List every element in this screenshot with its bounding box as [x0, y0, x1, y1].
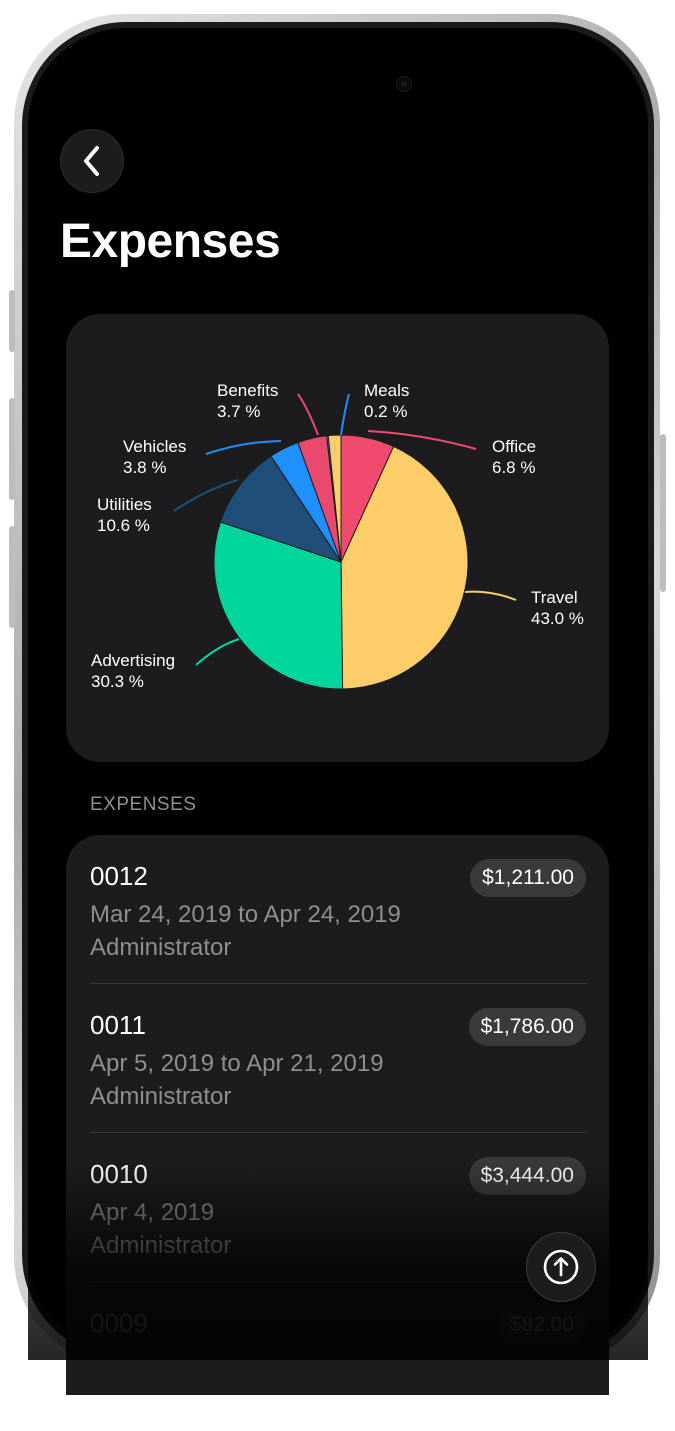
expense-id: 0011 — [90, 1010, 146, 1040]
slice-label-meals: Meals — [364, 381, 409, 400]
pie-slice-advertising — [213, 521, 344, 690]
slice-value-utilities: 10.6 % — [97, 516, 150, 535]
expense-dates: Mar 24, 2019 to Apr 24, 2019 — [90, 901, 401, 928]
leader-line-meals — [340, 393, 350, 436]
pie-slice-remainder — [327, 434, 342, 563]
amount-badge: $82.00 — [497, 1306, 586, 1344]
pie-slice-travel — [340, 445, 469, 690]
amount-badge: $1,786.00 — [468, 1008, 586, 1046]
slice-value-benefits: 3.7 % — [217, 402, 260, 421]
slice-label-advertising: Advertising — [91, 651, 175, 670]
slice-label-benefits: Benefits — [217, 381, 278, 400]
amount-badge: $3,444.00 — [468, 1157, 586, 1195]
slice-label-travel: Travel — [531, 588, 578, 607]
slice-label-utilities: Utilities — [97, 495, 152, 514]
power-button — [660, 434, 666, 592]
slice-value-advertising: 30.3 % — [91, 672, 144, 691]
leader-line-advertising — [195, 638, 240, 666]
slice-value-vehicles: 3.8 % — [123, 458, 166, 477]
volume-up-button — [9, 398, 15, 500]
expense-dates: Apr 5, 2019 to Apr 21, 2019 — [90, 1050, 384, 1077]
slice-label-vehicles: Vehicles — [123, 437, 186, 456]
action-button — [9, 290, 15, 352]
leader-line-office — [367, 430, 477, 450]
leader-line-travel — [464, 590, 517, 601]
expenses-list: 0012 Mar 24, 2019 to Apr 24, 2019 Admini… — [66, 835, 609, 1395]
arrow-up-circle-icon — [543, 1249, 579, 1285]
pie-slice-utilities — [219, 455, 343, 563]
volume-down-button — [9, 526, 15, 628]
expense-row[interactable]: 0011 Apr 5, 2019 to Apr 21, 2019 Adminis… — [90, 984, 586, 1133]
back-button[interactable] — [60, 129, 124, 193]
front-camera — [396, 76, 412, 92]
slice-value-travel: 43.0 % — [531, 609, 584, 628]
expense-id: 0010 — [90, 1159, 148, 1189]
scroll-to-top-button[interactable] — [526, 1232, 596, 1302]
row-divider — [90, 1132, 586, 1133]
section-label: EXPENSES — [90, 794, 197, 815]
chevron-left-icon — [84, 146, 99, 176]
expenses-pie-chart-card: Office 6.8 % Travel 43.0 % Advertising 30.3 %… — [66, 314, 609, 762]
slice-label-office: Office — [492, 437, 536, 456]
expense-user: Administrator — [90, 934, 232, 961]
leader-line-utilities — [173, 479, 239, 512]
expense-row[interactable]: 0010 Apr 4, 2019 Administrator $3,444.00 — [90, 1133, 586, 1282]
slice-value-office: 6.8 % — [492, 458, 535, 477]
leader-line-benefits — [297, 393, 319, 436]
expenses-pie-chart: Office 6.8 % Travel 43.0 % Advertising 30.3 %… — [91, 381, 584, 691]
expense-user: Administrator — [90, 1232, 232, 1259]
leader-line-vehicles — [205, 440, 282, 455]
expense-row[interactable]: 0012 Mar 24, 2019 to Apr 24, 2019 Admini… — [90, 835, 586, 984]
slice-value-meals: 0.2 % — [364, 402, 407, 421]
expense-id: 0009 — [90, 1308, 148, 1338]
expense-user: Administrator — [90, 1083, 232, 1110]
expense-id: 0012 — [90, 861, 148, 891]
amount-badge: $1,211.00 — [470, 859, 586, 897]
expense-dates: Apr 4, 2019 — [90, 1199, 215, 1226]
page-title: Expenses — [60, 215, 281, 268]
expense-row[interactable]: 0009 $82.00 — [90, 1282, 586, 1431]
row-divider — [90, 983, 586, 984]
